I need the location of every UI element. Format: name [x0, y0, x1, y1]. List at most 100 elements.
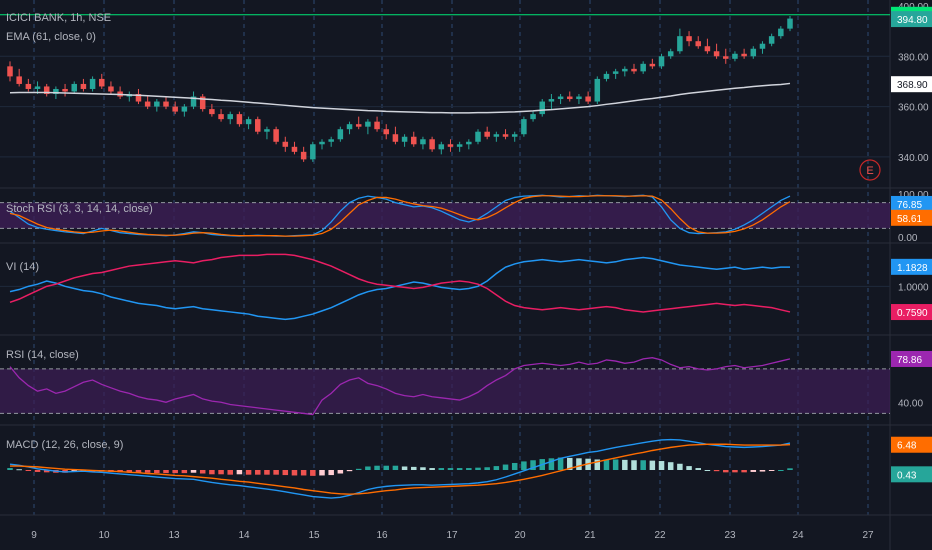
- candle[interactable]: [181, 104, 188, 117]
- macd-panel[interactable]: [7, 438, 793, 499]
- candle[interactable]: [163, 96, 169, 110]
- candle[interactable]: [420, 136, 426, 150]
- candle[interactable]: [521, 116, 527, 137]
- candle[interactable]: [631, 63, 637, 74]
- candle[interactable]: [567, 91, 573, 102]
- candle[interactable]: [199, 94, 206, 112]
- candle[interactable]: [677, 28, 683, 54]
- candle[interactable]: [209, 104, 215, 117]
- candle[interactable]: [447, 139, 454, 152]
- candle[interactable]: [300, 146, 307, 162]
- candle[interactable]: [557, 94, 564, 105]
- candle[interactable]: [723, 48, 729, 64]
- candle[interactable]: [732, 51, 738, 62]
- candle[interactable]: [511, 131, 518, 142]
- vortex-panel[interactable]: [0, 253, 890, 321]
- macd-histogram-bar: [723, 470, 729, 473]
- candle[interactable]: [264, 126, 270, 140]
- candle[interactable]: [750, 46, 757, 59]
- candle-body: [346, 124, 353, 130]
- candle[interactable]: [365, 119, 371, 135]
- candle[interactable]: [255, 116, 261, 135]
- macd-histogram-bar: [640, 460, 646, 470]
- time-tick-label: 22: [654, 530, 666, 541]
- candle[interactable]: [741, 48, 747, 59]
- candle[interactable]: [383, 124, 389, 140]
- candle[interactable]: [319, 139, 325, 150]
- time-axis[interactable]: 9 10 13 14 15 16 17 20 21 22 23 24 27: [31, 530, 874, 541]
- candle[interactable]: [704, 38, 711, 54]
- candle[interactable]: [108, 81, 114, 94]
- candle[interactable]: [346, 121, 353, 135]
- candle[interactable]: [667, 48, 674, 59]
- candle[interactable]: [392, 126, 399, 145]
- candle[interactable]: [530, 111, 536, 122]
- candle[interactable]: [89, 76, 96, 92]
- candle[interactable]: [585, 91, 591, 105]
- candle[interactable]: [154, 99, 160, 112]
- rsi-tick-label: 40.00: [898, 398, 923, 409]
- candle[interactable]: [429, 136, 435, 152]
- candle[interactable]: [273, 126, 279, 145]
- candle[interactable]: [539, 99, 545, 117]
- candle[interactable]: [218, 109, 224, 122]
- candle[interactable]: [172, 101, 178, 115]
- candle[interactable]: [594, 76, 601, 105]
- earnings-icon[interactable]: E: [859, 159, 881, 181]
- candle[interactable]: [493, 131, 500, 142]
- candle[interactable]: [227, 111, 233, 125]
- candle[interactable]: [695, 36, 701, 49]
- candle[interactable]: [282, 136, 289, 152]
- price-panel[interactable]: [0, 14, 890, 162]
- candle[interactable]: [236, 111, 243, 127]
- candle[interactable]: [502, 129, 509, 140]
- candle[interactable]: [466, 139, 472, 150]
- candle[interactable]: [603, 71, 610, 82]
- candle[interactable]: [411, 131, 417, 147]
- candle[interactable]: [713, 43, 720, 59]
- candle[interactable]: [43, 83, 50, 97]
- candle[interactable]: [768, 33, 775, 47]
- candle[interactable]: [7, 61, 13, 82]
- candle[interactable]: [62, 83, 68, 97]
- candle[interactable]: [649, 58, 656, 69]
- candle[interactable]: [71, 81, 77, 94]
- candle[interactable]: [190, 91, 197, 110]
- candle-body: [502, 134, 509, 137]
- candle[interactable]: [484, 126, 490, 140]
- candle[interactable]: [355, 116, 362, 130]
- candle[interactable]: [291, 141, 298, 155]
- rsi-panel[interactable]: [0, 357, 890, 416]
- candle[interactable]: [787, 16, 793, 32]
- candle[interactable]: [337, 126, 344, 142]
- candle[interactable]: [759, 41, 766, 54]
- candle[interactable]: [622, 66, 628, 77]
- candle[interactable]: [401, 134, 408, 147]
- candle[interactable]: [576, 94, 582, 105]
- candle[interactable]: [374, 116, 380, 132]
- candle[interactable]: [310, 141, 316, 162]
- candle[interactable]: [25, 78, 32, 92]
- candle[interactable]: [456, 141, 463, 152]
- current-price-badge-bg: [891, 11, 932, 28]
- candle[interactable]: [245, 116, 252, 130]
- candle[interactable]: [80, 78, 87, 92]
- candle[interactable]: [438, 141, 445, 155]
- candle[interactable]: [640, 61, 646, 74]
- candle-body: [62, 88, 68, 92]
- candle[interactable]: [135, 88, 142, 105]
- candle[interactable]: [99, 73, 105, 89]
- candle[interactable]: [144, 96, 151, 110]
- candle[interactable]: [612, 68, 619, 79]
- candle[interactable]: [778, 26, 784, 39]
- macd-histogram-bar: [787, 468, 793, 470]
- price-axis[interactable]: 340.00360.00380.00400.000.00100.001.0000…: [891, 2, 932, 483]
- stoch-rsi-panel[interactable]: [0, 194, 890, 237]
- candle[interactable]: [328, 136, 334, 147]
- candle[interactable]: [686, 31, 692, 47]
- candle[interactable]: [16, 68, 22, 87]
- candle[interactable]: [658, 53, 665, 69]
- candle[interactable]: [548, 94, 555, 110]
- candle[interactable]: [475, 129, 481, 145]
